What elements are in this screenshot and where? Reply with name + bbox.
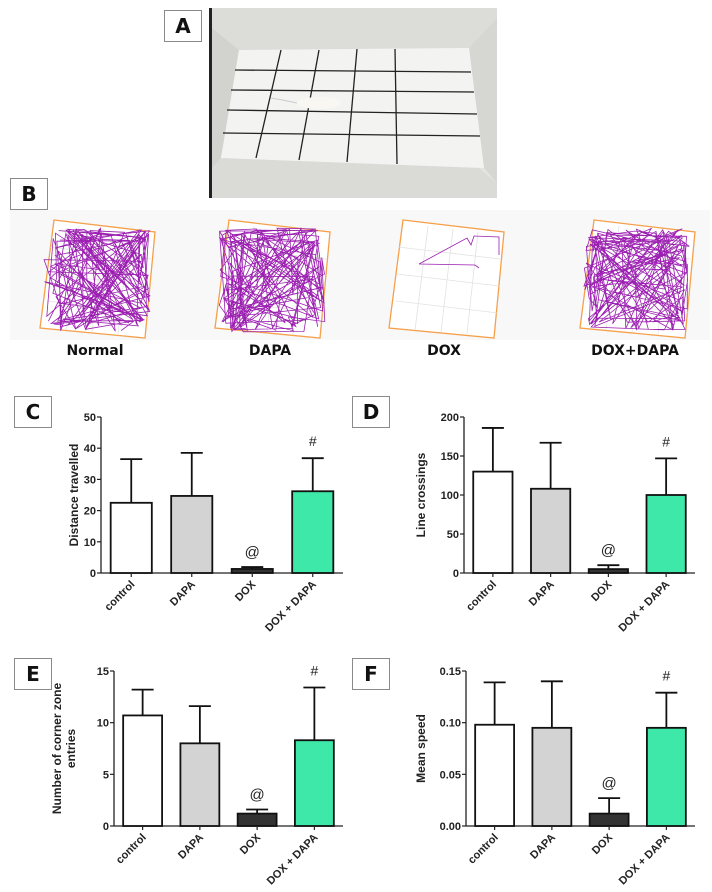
y-axis-label: entries bbox=[64, 729, 78, 769]
x-tick-label: control bbox=[114, 832, 149, 867]
x-tick-label: DOX + DAPA bbox=[263, 579, 319, 635]
x-tick-label: DAPA bbox=[176, 832, 206, 862]
significance-marker-hash: # bbox=[310, 663, 318, 679]
y-tick-label: 0 bbox=[90, 568, 96, 580]
chart-mean-speed: 0.00 0.05 0.10 0.15 Mean speed control DAPA DOX… bbox=[414, 666, 695, 888]
significance-marker-hash: # bbox=[309, 433, 317, 449]
y-tick-label: 0.10 bbox=[440, 718, 461, 730]
y-tick-label: 10 bbox=[84, 537, 96, 549]
bar-dapa bbox=[531, 726, 573, 827]
bar-dapa bbox=[170, 495, 214, 574]
y-tick-label: 50 bbox=[447, 529, 459, 541]
bar-control bbox=[122, 714, 163, 827]
y-tick-label: 100 bbox=[441, 490, 459, 502]
x-tick-label: DOX bbox=[590, 831, 616, 857]
bar-dox bbox=[588, 812, 630, 827]
significance-marker-at: @ bbox=[602, 775, 617, 792]
y-tick-label: 0.15 bbox=[440, 666, 461, 678]
track-plot-3 bbox=[388, 219, 505, 339]
x-tick-label: DOX bbox=[589, 578, 615, 604]
bar-dox-dapa bbox=[294, 739, 335, 827]
x-tick-label: DOX bbox=[238, 831, 264, 857]
x-tick-label: DAPA bbox=[528, 832, 558, 862]
y-axis-label: Line crossings bbox=[414, 452, 428, 537]
significance-marker-at: @ bbox=[250, 786, 265, 803]
y-axis-label: Number of corner zone bbox=[50, 683, 64, 815]
bar-dapa bbox=[530, 487, 572, 574]
y-tick-label: 30 bbox=[84, 474, 96, 486]
significance-marker-hash: # bbox=[662, 668, 670, 684]
bar-dox bbox=[230, 568, 274, 574]
x-tick-label: DOX + DAPA bbox=[617, 579, 673, 635]
x-tick-label: control bbox=[466, 832, 501, 867]
y-tick-label: 200 bbox=[441, 412, 459, 424]
y-tick-label: 0 bbox=[103, 821, 109, 833]
x-tick-label: DOX + DAPA bbox=[617, 832, 673, 888]
x-tick-label: DOX bbox=[233, 578, 259, 604]
y-tick-label: 0 bbox=[453, 568, 459, 580]
panel-label-b: B bbox=[10, 178, 48, 210]
significance-marker-hash: # bbox=[662, 433, 670, 449]
x-tick-label: control bbox=[103, 579, 138, 614]
arena-outline bbox=[388, 219, 505, 339]
group-label-dox: DOX bbox=[427, 343, 461, 359]
movement-track bbox=[43, 227, 151, 332]
x-tick-label: DOX + DAPA bbox=[265, 832, 321, 888]
y-tick-label: 10 bbox=[97, 718, 109, 730]
y-tick-label: 0.05 bbox=[440, 769, 461, 781]
track-plot-1 bbox=[39, 219, 156, 339]
group-label-dox-dapa: DOX+DAPA bbox=[591, 343, 679, 359]
bar-dox-dapa bbox=[291, 490, 335, 574]
bar-control bbox=[474, 723, 515, 827]
y-tick-label: 50 bbox=[84, 412, 96, 424]
y-tick-label: 15 bbox=[97, 666, 109, 678]
bar-dox-dapa bbox=[646, 726, 687, 827]
y-axis-label: Mean speed bbox=[414, 714, 428, 783]
panel-label-f: F bbox=[352, 658, 390, 690]
bar-dox bbox=[587, 568, 629, 574]
y-tick-label: 5 bbox=[103, 769, 109, 781]
y-tick-label: 40 bbox=[84, 443, 96, 455]
group-label-dapa: DAPA bbox=[248, 343, 292, 359]
panel-label-d: D bbox=[352, 396, 390, 428]
track-plots bbox=[10, 210, 710, 340]
bar-dox bbox=[236, 812, 278, 827]
movement-track bbox=[418, 235, 500, 269]
x-tick-label: control bbox=[464, 579, 499, 614]
group-label-normal: Normal bbox=[66, 343, 124, 359]
y-tick-label: 0.00 bbox=[440, 821, 461, 833]
chart-line-crossings: 0 50 100 150 200 Line crossings control DAPA DOX… bbox=[414, 412, 695, 635]
track-plot-4 bbox=[579, 219, 696, 339]
chart-corner-zone-entries: 0 5 10 15 Number of corner zone entries contro… bbox=[50, 663, 343, 888]
panel-label-e: E bbox=[14, 658, 52, 690]
panel-label-a: A bbox=[164, 10, 202, 42]
chart-distance-travelled: 0 10 20 30 40 50 Distance travelled control DAPA… bbox=[67, 412, 343, 635]
movement-track bbox=[218, 226, 326, 333]
x-tick-label: DAPA bbox=[527, 579, 557, 609]
y-tick-label: 20 bbox=[84, 506, 96, 518]
y-axis-label: Distance travelled bbox=[67, 444, 81, 547]
significance-marker-at: @ bbox=[601, 542, 616, 559]
x-tick-label: DAPA bbox=[168, 579, 198, 609]
track-plot-2 bbox=[214, 219, 331, 339]
bar-dapa bbox=[179, 742, 221, 827]
bar-control bbox=[472, 470, 514, 574]
open-field-arena-photo bbox=[209, 8, 497, 198]
movement-track bbox=[583, 227, 690, 331]
y-tick-label: 150 bbox=[441, 451, 459, 463]
bar-dox-dapa bbox=[645, 494, 687, 574]
bar-control bbox=[109, 501, 153, 574]
significance-marker-at: @ bbox=[245, 544, 260, 561]
panel-label-c: C bbox=[14, 396, 52, 428]
